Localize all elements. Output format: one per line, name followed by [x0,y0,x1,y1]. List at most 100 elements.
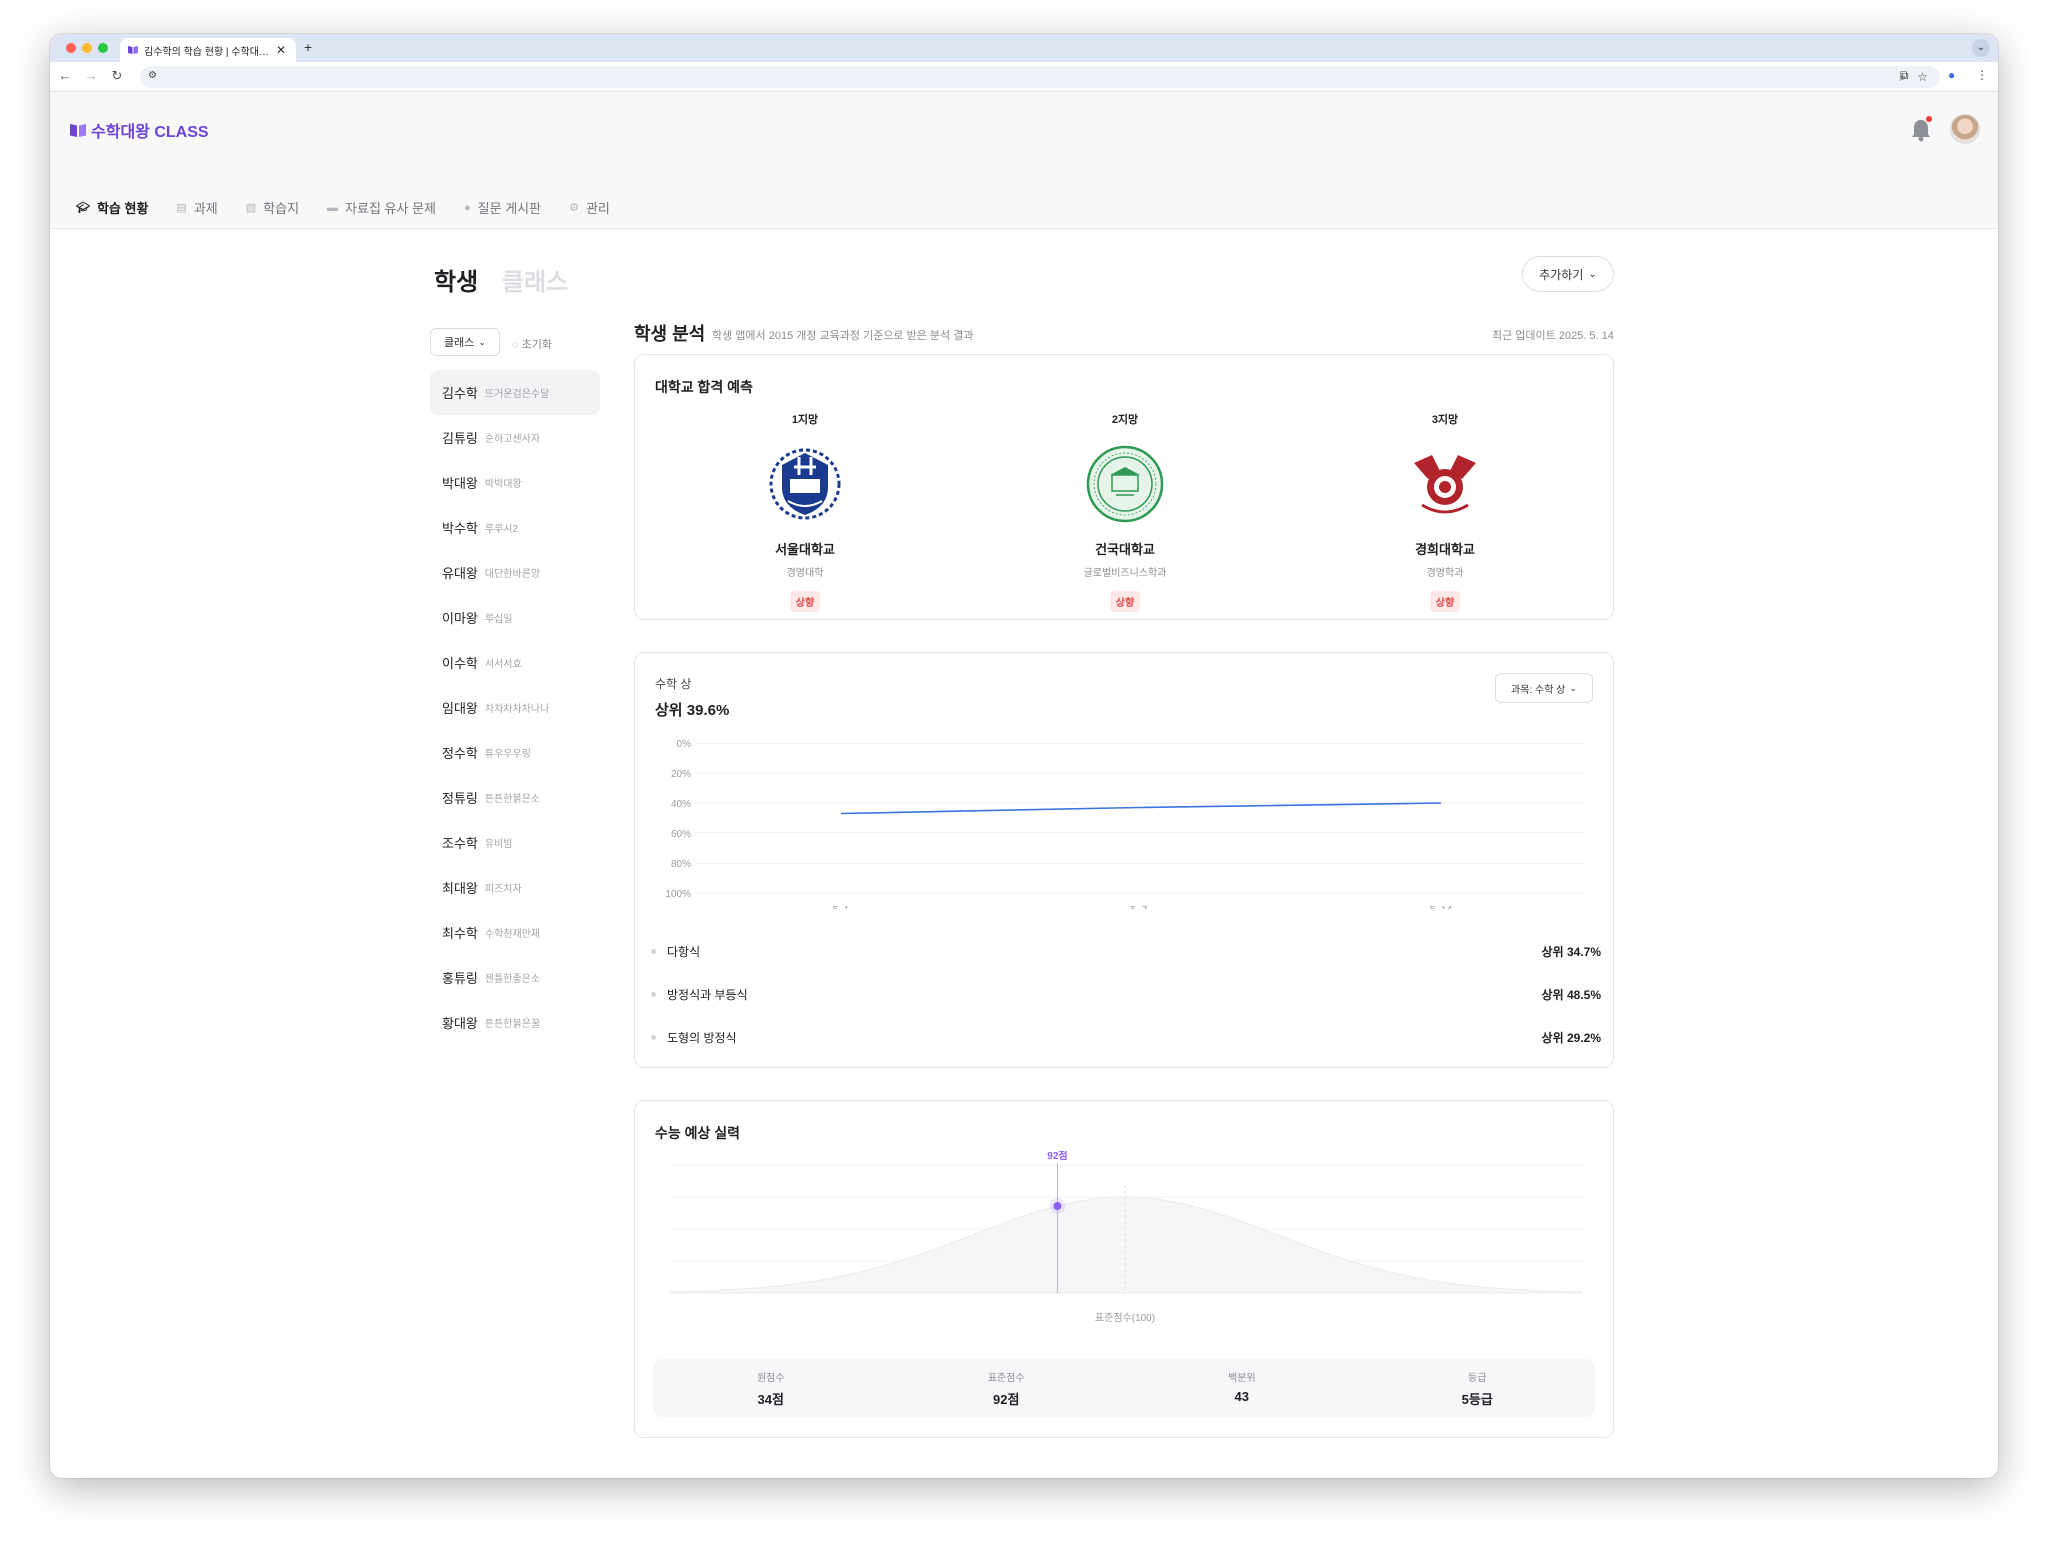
new-tab-button[interactable]: + [304,39,313,55]
tab-classes[interactable]: 클래스 [502,269,569,296]
student-item[interactable]: 최대왕 피즈치자 [442,881,522,896]
worksheet-icon: ▧ [245,202,257,214]
university-choice: 3지망 경희대학교 경영학과 상향 [1345,411,1545,612]
university-name: 경희대학교 [1415,542,1475,557]
browser-tab[interactable]: 김수학의 학습 현황 | 수학대왕 CLASS ✕ [120,38,296,62]
extensions-icon[interactable]: ⧉ [1900,68,1909,82]
profile-icon[interactable]: ● [1948,68,1956,82]
unit-row: 도형의 방정식 상위 29.2% [651,1027,1601,1047]
nav-similar-problems[interactable]: ▬ 자료집 유사 문제 [327,201,436,216]
last-updated: 최근 업데이트 2025. 5. 14 [1492,330,1614,342]
score-summary: 원점수 34점 표준점수 92점 백분위 43 등급 5등급 [653,1359,1595,1417]
chevron-down-icon: ⌄ [478,336,486,347]
student-item[interactable]: 홍튜링 젠틀한좋은소 [442,971,541,986]
bullet-icon [651,991,656,997]
gear-icon: ⚙ [569,202,579,214]
app-header: 수학대왕 CLASS 🎓︎ 학습 현황 ▤ 과제 ▧ 학습지 ▬ 자료집 유사 문제 ●… [50,92,1998,229]
notification-bell-icon[interactable] [1910,118,1932,142]
konkuk-emblem [1086,445,1164,523]
status-badge: 상향 [1429,591,1461,612]
student-item[interactable]: 박대왕 박박대왕 [442,476,522,491]
main-nav: 🎓︎ 학습 현황 ▤ 과제 ▧ 학습지 ▬ 자료집 유사 문제 ● 질문 게시판 ⚙ 관리 [76,198,610,217]
stat-raw-score: 원점수 34점 [756,1373,785,1407]
x-tick-label: 5. 1 [833,905,850,909]
class-filter-dropdown[interactable]: 클래스 ⌄ [430,328,500,356]
add-button[interactable]: 추가하기 ⌄ [1522,256,1614,292]
tab-students[interactable]: 학생 [434,269,479,296]
student-item[interactable]: 유대왕 대단한바른양 [442,566,541,581]
book-logo-icon [70,124,86,137]
chevron-down-icon: ⌄ [1588,268,1597,280]
score-marker-label: 92점 [1047,1151,1067,1162]
department-name: 경영학과 [1426,568,1464,579]
app-logo[interactable]: 수학대왕 CLASS [70,118,209,142]
notification-badge [1926,116,1932,122]
user-avatar[interactable] [1950,114,1980,144]
stat-percentile: 백분위 43 [1227,1373,1256,1404]
student-item[interactable]: 이마왕 루십일 [442,611,513,626]
status-badge: 상향 [1109,591,1141,612]
kyunghee-emblem [1414,455,1476,514]
university-name: 건국대학교 [1095,542,1155,557]
student-item[interactable]: 황대왕 튼튼한붉은꿀 [442,1016,541,1031]
bullet-icon [651,1034,656,1040]
nav-learning-status[interactable]: 🎓︎ 학습 현황 [76,201,149,216]
card-title: 수능 예상 실력 [655,1125,741,1141]
nav-management[interactable]: ⚙ 관리 [569,201,610,216]
bullet-icon [651,948,656,954]
nav-worksheets[interactable]: ▧ 학습지 [245,201,300,216]
nav-question-board[interactable]: ● 질문 게시판 [464,201,542,216]
nav-assignments[interactable]: ▤ 과제 [176,201,218,216]
student-item[interactable]: 김튜링 순하고센사자 [442,431,541,446]
document-icon: ▤ [176,202,187,214]
snu-emblem [769,448,841,520]
reload-icon[interactable]: ↻ [111,68,123,83]
subject-card: 수학 상 상위 39.6% 과목: 수학 상 ⌄ 0% 20% 40% 60% 80% 10… [634,652,1614,1068]
tab-search-chevron-icon[interactable]: ⌄ [1972,39,1990,57]
student-item[interactable]: 박수학 루루시2 [442,521,519,536]
section-title: 학생 분석 [634,324,706,344]
close-window-button[interactable] [66,43,76,53]
browser-menu-icon[interactable]: ⋮ [1976,68,1988,82]
site-settings-icon[interactable]: ⚙ [148,70,157,81]
university-choice: 1지망 서울대학교 경영대학 상향 [705,411,905,612]
tab-title: 김수학의 학습 현황 | 수학대왕 CLASS [144,46,274,58]
department-name: 경영대학 [786,568,824,579]
university-choice: 2지망 건국대학교 글로벌비즈니스학과 상향 [1025,411,1225,612]
stat-grade: 등급 5등급 [1461,1373,1493,1407]
minimize-window-button[interactable] [82,43,92,53]
percentile-line-chart: 0% 20% 40% 60% 80% 100% 5. 1 5. 7 5. 14 [665,739,1585,909]
back-arrow-icon[interactable]: ← [58,68,72,83]
series-line [840,802,1442,815]
student-item[interactable]: 최수학 수학천재만재 [442,926,541,941]
reset-button[interactable]: ◌ 초기화 [512,339,552,351]
student-item[interactable]: 조수학 유비빔 [442,836,513,851]
student-item[interactable]: 이수학 서서서효 [442,656,522,671]
student-item[interactable]: 임대왕 차차차차차나나 [442,701,550,716]
y-tick-label: 60% [671,829,691,840]
unit-row: 다항식 상위 34.7% [651,941,1601,961]
logo-text: 수학대왕 CLASS [91,124,209,141]
student-list: 김수학 뜨거운검은수달 김튜링 순하고센사자 박대왕 박박대왕 박수학 루루시2 유대왕… [430,370,600,1045]
address-bar[interactable]: ⚙ ⌕ ☆ [140,66,1940,88]
student-item[interactable]: 정수학 튜우우우링 [442,746,531,761]
status-badge: 상향 [789,591,821,612]
bookmark-star-icon[interactable]: ☆ [1917,70,1928,84]
maximize-window-button[interactable] [98,43,108,53]
zoom-icon[interactable]: ⌕ [1899,70,1906,84]
y-tick-label: 20% [671,769,691,780]
browser-toolbar: ← → ↻ ⚙ ⌕ ☆ ⧉ ● ⋮ [50,62,1998,92]
student-item[interactable]: 김수학 뜨거운검은수달 [430,370,600,415]
browser-window: 김수학의 학습 현황 | 수학대왕 CLASS ✕ + ⌄ ← → ↻ ⚙ ⌕ … [50,34,1998,1478]
student-item[interactable]: 정튜링 튼튼한붉은소 [442,791,541,806]
choice-rank: 2지망 [1111,414,1139,426]
subject-select[interactable]: 과목: 수학 상 ⌄ [1495,673,1593,703]
score-marker-point [1053,1202,1062,1211]
forward-arrow-icon[interactable]: → [84,68,98,83]
close-tab-icon[interactable]: ✕ [275,43,287,57]
x-tick-label: 5. 14 [1430,905,1453,909]
y-tick-label: 0% [677,739,692,750]
choice-rank: 3지망 [1431,414,1459,426]
subject-percentile: 상위 39.6% [655,702,730,719]
